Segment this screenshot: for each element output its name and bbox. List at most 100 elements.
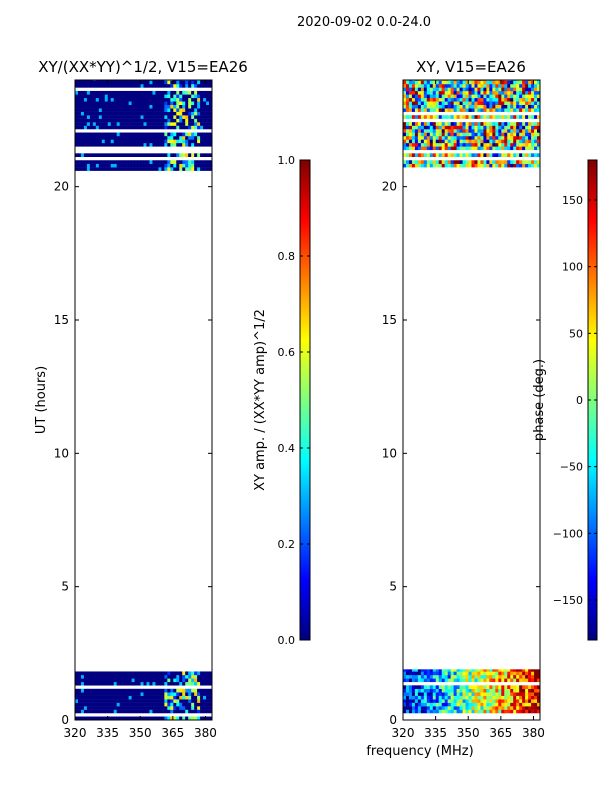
amplitude-cell (98, 94, 103, 99)
phase-cell (534, 163, 538, 168)
phase-cell (492, 125, 496, 130)
phase-cell (480, 709, 484, 714)
phase-cell (486, 97, 490, 102)
amplitude-cell (194, 80, 198, 85)
amplitude-cell (116, 674, 121, 679)
amplitude-cell (206, 101, 210, 105)
phase-cell (516, 115, 520, 119)
phase-cell (423, 146, 428, 151)
phase-cell (420, 104, 425, 109)
amplitude-cell (116, 671, 121, 676)
amplitude-cell (191, 122, 195, 126)
phase-cell (492, 97, 496, 102)
amplitude-cell (188, 101, 192, 105)
amplitude-cell (122, 702, 127, 707)
phase-cell (441, 685, 446, 689)
amplitude-cell (143, 153, 147, 157)
phase-cell (537, 160, 540, 164)
phase-cell (417, 122, 422, 126)
phase-cell (501, 669, 505, 672)
amplitude-colorbar-tick-label: 0.2 (278, 538, 296, 551)
amplitude-cell (83, 132, 88, 137)
amplitude-cell (182, 115, 186, 119)
phase-cell (480, 146, 484, 151)
amplitude-cell (149, 153, 153, 157)
amplitude-cell (89, 702, 94, 707)
phase-cell (453, 669, 458, 672)
amplitude-cell (203, 153, 207, 157)
phase-cell (423, 136, 428, 140)
phase-cell (534, 685, 538, 689)
phase-cell (420, 692, 425, 696)
phase-cell (426, 139, 431, 144)
amplitude-cell (75, 97, 79, 102)
phase-cell (489, 104, 493, 109)
phase-cell (417, 97, 422, 102)
amplitude-cell (104, 136, 109, 140)
phase-cell (465, 706, 469, 710)
phase-cell (435, 139, 440, 144)
amplitude-cell (176, 681, 180, 686)
phase-cell (435, 692, 440, 696)
amplitude-cell (179, 118, 183, 123)
amplitude-cell (194, 142, 198, 147)
amplitude-cell (75, 90, 79, 95)
phase-ytick-label: 15 (382, 313, 397, 327)
amplitude-cell (128, 139, 132, 144)
amplitude-cell (158, 167, 162, 171)
phase-cell (486, 84, 490, 88)
amplitude-cell (194, 139, 198, 144)
amplitude-cell (158, 142, 162, 147)
phase-cell (447, 90, 452, 95)
amplitude-cell (176, 688, 180, 693)
phase-cell (423, 163, 428, 168)
phase-cell (516, 709, 520, 714)
phase-cell (495, 674, 499, 679)
amplitude-cell (95, 90, 100, 95)
phase-cell (522, 699, 526, 703)
amplitude-cell (113, 706, 118, 710)
amplitude-cell (137, 674, 141, 679)
amplitude-cell (140, 118, 144, 123)
amplitude-cell (203, 688, 207, 693)
amplitude-cell (170, 702, 174, 707)
amplitude-cell (149, 695, 153, 700)
amplitude-cell (203, 716, 207, 720)
amplitude-cell (155, 97, 159, 102)
phase-cell (492, 699, 496, 703)
amplitude-cell (203, 118, 207, 123)
amplitude-cell (104, 97, 109, 102)
phase-cell (534, 678, 538, 683)
amplitude-cell (137, 692, 141, 696)
amplitude-cell (98, 706, 103, 710)
amplitude-cell (101, 132, 106, 137)
amplitude-cell (173, 695, 177, 700)
amplitude-cell (200, 678, 204, 683)
phase-cell (477, 146, 481, 151)
phase-cell (480, 685, 484, 689)
phase-cell (510, 702, 514, 707)
phase-cell (492, 142, 496, 147)
phase-cell (459, 163, 463, 168)
amplitude-cell (152, 142, 156, 147)
amplitude-cell (140, 716, 144, 720)
phase-cell (513, 97, 517, 102)
amplitude-cell (140, 692, 144, 696)
amplitude-cell (134, 115, 138, 119)
phase-cell (426, 688, 431, 693)
amplitude-cell (77, 101, 82, 105)
amplitude-cell (119, 136, 124, 140)
phase-cell (489, 115, 493, 119)
phase-cell (522, 146, 526, 151)
amplitude-cell (146, 139, 150, 144)
amplitude-cell (110, 695, 115, 700)
phase-cell (450, 669, 455, 672)
phase-cell (423, 132, 428, 137)
amplitude-cell (197, 108, 201, 112)
phase-cell (423, 699, 428, 703)
phase-cell (468, 692, 472, 696)
amplitude-cell (104, 101, 109, 105)
amplitude-cell (134, 97, 138, 102)
phase-cell (516, 101, 520, 105)
amplitude-cell (179, 90, 183, 95)
